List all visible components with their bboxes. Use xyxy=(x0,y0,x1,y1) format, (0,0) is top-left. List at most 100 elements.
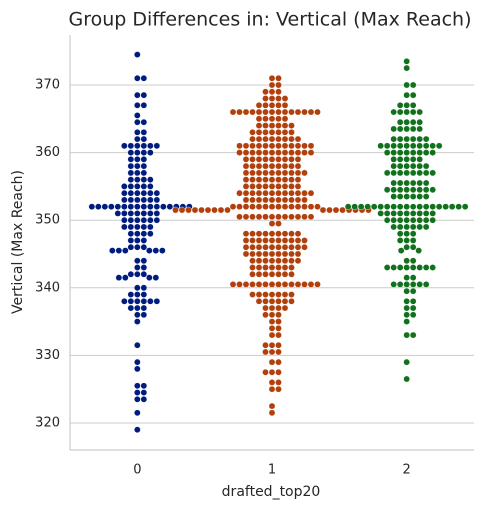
swarm-point xyxy=(140,382,148,390)
swarm-point xyxy=(249,149,256,156)
swarm-point xyxy=(281,95,289,102)
swarm-point xyxy=(134,183,141,190)
swarm-point xyxy=(288,250,295,258)
swarm-point xyxy=(262,237,269,244)
swarm-point xyxy=(140,237,148,244)
swarm-point xyxy=(294,169,302,177)
swarm-point xyxy=(121,216,128,224)
swarm-point xyxy=(140,101,148,109)
swarm-point xyxy=(262,368,269,376)
swarm-point xyxy=(422,142,430,150)
swarm-point xyxy=(242,169,250,177)
swarm-point xyxy=(275,142,282,150)
swarm-point xyxy=(115,247,123,254)
swarm-point xyxy=(152,247,160,254)
swarm-point xyxy=(198,206,205,214)
swarm-point xyxy=(409,101,417,109)
swarm-point xyxy=(301,142,308,150)
swarm-point xyxy=(255,237,263,244)
swarm-point xyxy=(275,368,282,376)
swarm-point xyxy=(268,291,276,298)
swarm-point xyxy=(409,243,417,251)
swarm-point xyxy=(281,183,289,190)
swarm-point xyxy=(344,203,352,210)
swarm-point xyxy=(255,176,263,183)
swarm-point xyxy=(242,108,250,116)
swarm-point xyxy=(294,176,302,183)
swarm-point xyxy=(262,203,269,210)
swarm-point xyxy=(307,189,315,197)
swarm-point xyxy=(268,379,276,386)
swarm-point xyxy=(281,169,289,177)
swarm-point xyxy=(236,281,243,288)
swarm-point xyxy=(409,91,417,99)
swarm-point xyxy=(281,237,289,244)
swarm-point xyxy=(262,291,269,298)
swarm-point xyxy=(262,270,269,278)
swarm-point xyxy=(134,101,141,109)
swarm-point xyxy=(268,115,276,123)
swarm-point xyxy=(262,169,269,177)
swarm-point xyxy=(403,264,410,271)
swarm-point xyxy=(153,142,161,150)
swarm-point xyxy=(383,186,391,194)
swarm-point xyxy=(134,311,141,319)
swarm-point xyxy=(249,108,256,116)
swarm-point xyxy=(409,216,417,224)
swarm-point xyxy=(268,162,276,170)
swarm-point xyxy=(134,142,141,150)
swarm-point xyxy=(403,257,410,265)
swarm-point xyxy=(416,118,423,126)
swarm-point xyxy=(255,257,263,265)
swarm-point xyxy=(403,81,410,89)
swarm-point xyxy=(134,358,141,366)
swarm-point xyxy=(339,206,346,214)
swarm-point xyxy=(268,196,276,204)
swarm-point xyxy=(294,108,302,116)
swarm-point xyxy=(249,257,256,265)
swarm-point xyxy=(268,189,276,197)
swarm-point xyxy=(262,311,269,319)
swarm-point xyxy=(409,125,417,133)
swarm-point xyxy=(307,108,315,116)
swarm-point xyxy=(127,183,135,190)
swarm-point xyxy=(275,183,282,190)
swarm-point xyxy=(307,203,315,210)
swarm-point xyxy=(268,88,276,96)
swarm-point xyxy=(147,196,154,204)
swarm-point xyxy=(288,196,295,204)
swarm-point xyxy=(262,250,269,258)
swarm-point xyxy=(127,216,135,224)
swarm-point xyxy=(409,298,417,305)
swarm-point xyxy=(140,396,148,403)
swarm-point xyxy=(140,304,148,312)
swarm-point xyxy=(409,142,417,150)
swarm-point xyxy=(307,142,315,150)
swarm-point xyxy=(268,341,276,349)
swarm-point xyxy=(140,284,148,292)
swarm-point xyxy=(422,169,430,177)
swarm-point xyxy=(390,156,397,163)
swarm-point xyxy=(236,142,243,150)
swarm-point xyxy=(211,206,218,214)
swarm-point xyxy=(275,129,282,136)
swarm-point xyxy=(390,125,397,133)
swarm-point xyxy=(140,291,148,298)
swarm-point xyxy=(390,210,397,217)
swarm-point xyxy=(255,156,263,163)
swarm-point xyxy=(147,298,154,305)
swarm-point xyxy=(134,74,141,82)
swarm-point xyxy=(281,213,289,221)
swarm-point xyxy=(262,264,269,271)
swarm-point xyxy=(429,216,436,224)
swarm-point xyxy=(262,304,269,312)
swarm-point xyxy=(242,250,250,258)
swarm-point xyxy=(275,291,282,298)
swarm-point xyxy=(281,135,289,143)
swarm-point xyxy=(275,250,282,258)
swarm-point xyxy=(275,108,282,116)
swarm-point xyxy=(422,149,430,156)
swarm-point xyxy=(281,203,289,210)
swarm-point xyxy=(134,382,141,390)
swarm-point xyxy=(314,203,321,210)
